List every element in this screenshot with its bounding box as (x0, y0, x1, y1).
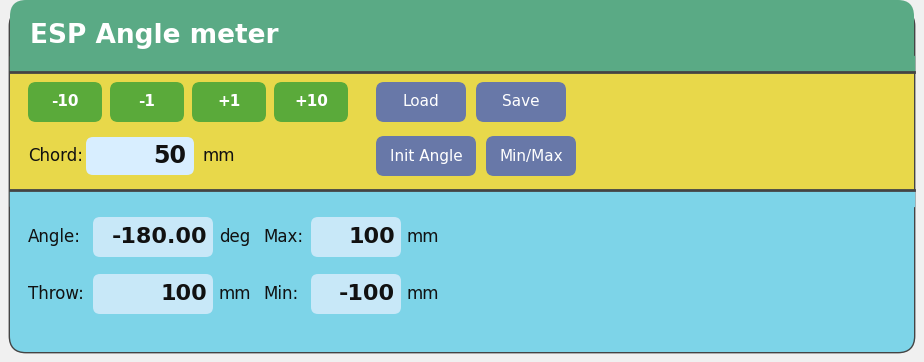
FancyBboxPatch shape (311, 274, 401, 314)
Text: -100: -100 (339, 284, 395, 304)
Text: Min/Max: Min/Max (499, 148, 563, 164)
Text: mm: mm (407, 228, 440, 246)
FancyBboxPatch shape (376, 82, 466, 122)
Text: 50: 50 (153, 144, 186, 168)
Text: ESP Angle meter: ESP Angle meter (30, 23, 278, 49)
Text: -10: -10 (51, 94, 79, 109)
Text: Save: Save (502, 94, 540, 109)
Text: Init Angle: Init Angle (390, 148, 462, 164)
FancyBboxPatch shape (10, 0, 914, 72)
FancyBboxPatch shape (10, 10, 914, 352)
Text: mm: mm (202, 147, 235, 165)
Text: +1: +1 (217, 94, 240, 109)
FancyBboxPatch shape (476, 82, 566, 122)
FancyBboxPatch shape (311, 217, 401, 257)
Text: 100: 100 (160, 284, 207, 304)
FancyBboxPatch shape (274, 82, 348, 122)
Text: deg: deg (219, 228, 250, 246)
Text: mm: mm (407, 285, 440, 303)
Text: Max:: Max: (263, 228, 303, 246)
FancyBboxPatch shape (192, 82, 266, 122)
FancyBboxPatch shape (28, 82, 102, 122)
Text: +10: +10 (294, 94, 328, 109)
Text: Load: Load (403, 94, 440, 109)
Text: -1: -1 (139, 94, 155, 109)
Text: mm: mm (219, 285, 251, 303)
Bar (10, 72, 914, 190)
FancyBboxPatch shape (110, 82, 184, 122)
FancyBboxPatch shape (93, 217, 213, 257)
FancyBboxPatch shape (486, 136, 576, 176)
FancyBboxPatch shape (376, 136, 476, 176)
Text: Chord:: Chord: (28, 147, 83, 165)
Text: -180.00: -180.00 (112, 227, 207, 247)
Text: Angle:: Angle: (28, 228, 81, 246)
Text: Min:: Min: (263, 285, 298, 303)
FancyBboxPatch shape (93, 274, 213, 314)
Text: Throw:: Throw: (28, 285, 84, 303)
FancyBboxPatch shape (10, 190, 914, 352)
Text: 100: 100 (348, 227, 395, 247)
FancyBboxPatch shape (86, 137, 194, 175)
